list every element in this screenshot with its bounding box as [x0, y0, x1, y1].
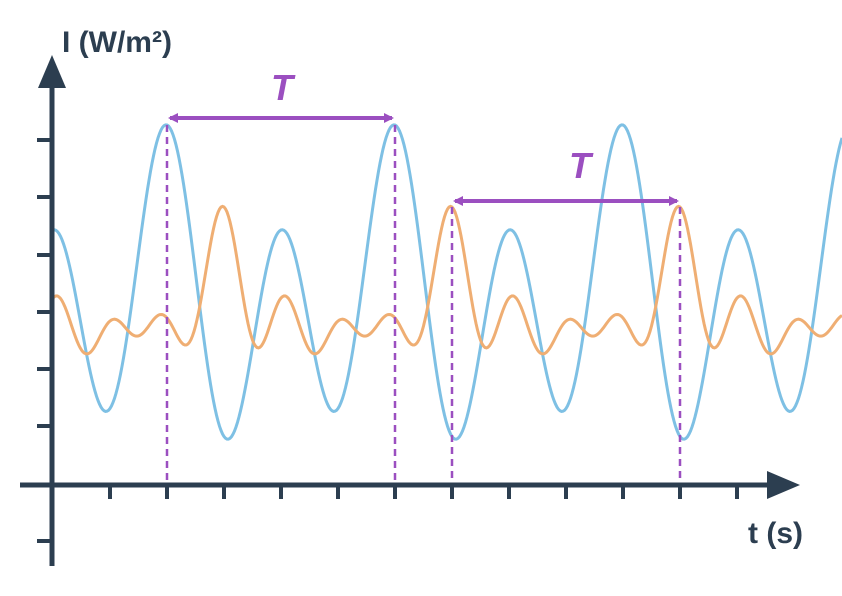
ticks	[37, 138, 739, 543]
period-label: T	[569, 145, 594, 186]
wave-orange	[52, 204, 842, 356]
period-guides	[165, 125, 682, 482]
axes	[20, 80, 775, 566]
y-arrow	[38, 55, 66, 88]
x-axis-label: t (s)	[748, 517, 803, 550]
period-label: T	[271, 67, 296, 108]
y-axis-label: I (W/m²)	[62, 26, 172, 59]
wave-blue	[52, 123, 842, 441]
x-arrow	[767, 471, 800, 499]
waves	[52, 123, 842, 441]
